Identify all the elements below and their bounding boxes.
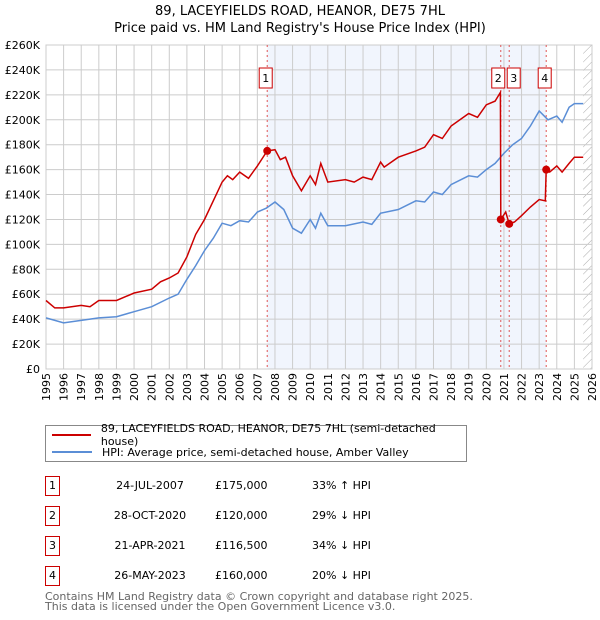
- x-tick-label: 2017: [427, 373, 440, 401]
- sale-point: [263, 146, 272, 155]
- table-row: 2 28-OCT-2020 £120,000 29% ↓ HPI: [45, 506, 445, 526]
- legend-swatch-red: [52, 434, 91, 436]
- sale-point: [496, 215, 505, 224]
- x-tick-label: 2021: [498, 373, 511, 401]
- sale-date: 24-JUL-2007: [116, 479, 184, 492]
- x-tick-label: 2016: [410, 373, 423, 401]
- sale-date: 26-MAY-2023: [114, 569, 186, 582]
- sale-price: £175,000: [215, 479, 268, 492]
- legend: 89, LACEYFIELDS ROAD, HEANOR, DE75 7HL (…: [45, 422, 467, 462]
- footer-licence: This data is licensed under the Open Gov…: [45, 600, 396, 613]
- y-tick-label: £200K: [5, 114, 41, 127]
- x-tick-label: 2003: [181, 373, 194, 401]
- x-tick-label: 2018: [445, 373, 458, 401]
- hpi-line: [45, 102, 584, 324]
- x-tick-label: 2012: [339, 373, 352, 401]
- x-tick-label: 1998: [93, 373, 106, 401]
- x-tick-label: 2023: [533, 373, 546, 401]
- x-tick-label: 2000: [128, 373, 141, 401]
- x-tick-label: 1995: [40, 373, 53, 401]
- x-tick-label: 2005: [216, 373, 229, 401]
- x-tick-label: 2024: [551, 373, 564, 401]
- sale-number-badge: 2: [45, 506, 60, 526]
- sale-label-box: [537, 67, 552, 89]
- sale-hpi-diff: 29% ↓ HPI: [312, 509, 371, 522]
- x-tick-label: 2009: [287, 373, 300, 401]
- table-row: 1 24-JUL-2007 £175,000 33% ↑ HPI: [45, 476, 445, 496]
- x-tick-label: 2025: [568, 373, 581, 401]
- x-tick-label: 2001: [146, 373, 159, 401]
- sale-hpi-diff: 34% ↓ HPI: [312, 539, 371, 552]
- y-tick-label: £40K: [12, 313, 41, 326]
- sale-point: [542, 165, 551, 174]
- y-tick-label: £180K: [5, 139, 41, 152]
- x-tick-label: 1997: [75, 373, 88, 401]
- sale-number-badge: 1: [45, 476, 60, 496]
- sale-number-badge: 4: [45, 566, 60, 586]
- x-tick-label: 1996: [58, 373, 71, 401]
- x-tick-label: 2010: [304, 373, 317, 401]
- y-tick-label: £20K: [12, 338, 41, 351]
- x-tick-label: 2011: [322, 373, 335, 401]
- y-tick-label: £100K: [5, 238, 41, 251]
- legend-item-property: 89, LACEYFIELDS ROAD, HEANOR, DE75 7HL (…: [52, 422, 466, 448]
- y-tick-label: £120K: [5, 213, 41, 226]
- legend-label: 89, LACEYFIELDS ROAD, HEANOR, DE75 7HL (…: [100, 422, 436, 448]
- sale-hpi-diff: 33% ↑ HPI: [312, 479, 371, 492]
- y-tick-label: £160K: [5, 164, 41, 177]
- x-tick-label: 2013: [357, 373, 370, 401]
- chart-subtitle: Price paid vs. HM Land Registry's House …: [114, 21, 486, 36]
- x-tick-label: 2019: [463, 373, 476, 401]
- sale-label-box: [506, 67, 521, 89]
- table-row: 3 21-APR-2021 £116,500 34% ↓ HPI: [45, 536, 445, 556]
- x-tick-label: 2026: [586, 373, 599, 401]
- legend-label: HPI: Average price, semi-detached house,…: [102, 445, 409, 459]
- y-tick-label: £0: [26, 363, 40, 376]
- footer-copyright: Contains HM Land Registry data © Crown c…: [45, 590, 473, 603]
- y-tick-label: £220K: [5, 89, 41, 102]
- legend-item-hpi: HPI: Average price, semi-detached house,…: [52, 444, 409, 460]
- x-tick-label: 2022: [516, 373, 529, 401]
- x-tick-label: 2004: [199, 373, 212, 401]
- table-row: 4 26-MAY-2023 £160,000 20% ↓ HPI: [45, 566, 445, 586]
- x-tick-label: 2007: [251, 373, 264, 401]
- y-tick-label: £80K: [12, 263, 41, 276]
- sale-label: 3: [510, 72, 517, 85]
- y-tick-label: £60K: [12, 288, 41, 301]
- forecast-hatch: [583, 45, 592, 369]
- chart-title: 89, LACEYFIELDS ROAD, HEANOR, DE75 7HL: [155, 4, 445, 19]
- plot-border: [45, 44, 593, 370]
- sale-date: 28-OCT-2020: [113, 509, 187, 522]
- x-tick-label: 2015: [392, 373, 405, 401]
- x-tick-label: 2020: [480, 373, 493, 401]
- sale-date: 21-APR-2021: [114, 539, 186, 552]
- sale-label: 2: [495, 72, 502, 85]
- legend-swatch-blue: [52, 451, 92, 453]
- sale-point: [505, 219, 514, 228]
- x-tick-label: 2014: [375, 373, 388, 401]
- sale-hpi-diff: 20% ↓ HPI: [312, 569, 371, 582]
- sale-price: £116,500: [215, 539, 268, 552]
- sale-label-box: [258, 67, 273, 89]
- sale-number-badge: 3: [45, 536, 60, 556]
- y-tick-label: £240K: [5, 64, 41, 77]
- y-tick-label: £140K: [5, 189, 41, 202]
- x-tick-label: 2008: [269, 373, 282, 401]
- y-tick-label: £260K: [5, 39, 41, 52]
- price-chart: 1995 1996 1997 1998 1999 2000 2001 2002 2003 2004…: [5, 39, 599, 401]
- property-price-line: [45, 89, 584, 309]
- sale-price: £160,000: [215, 569, 268, 582]
- sale-label: 4: [541, 72, 548, 85]
- sale-price: £120,000: [215, 509, 268, 522]
- sale-label: 1: [262, 72, 269, 85]
- x-tick-label: 1999: [110, 373, 123, 401]
- x-tick-label: 2006: [234, 373, 247, 401]
- sale-label-box: [491, 67, 506, 89]
- x-tick-label: 2002: [163, 373, 176, 401]
